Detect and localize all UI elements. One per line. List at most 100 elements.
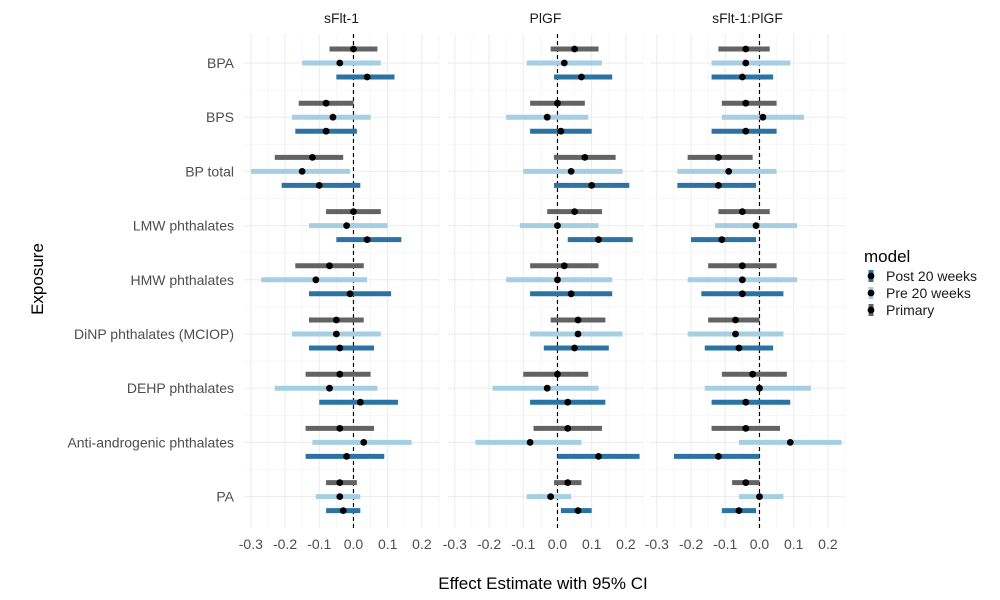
- point-estimate-post-20-weeks: [315, 182, 323, 189]
- x-tick-label: 0.0: [750, 536, 770, 552]
- x-tick-label: -0.3: [239, 536, 263, 552]
- point-estimate-post-20-weeks: [571, 344, 578, 352]
- x-tick-label: 0.2: [412, 536, 432, 552]
- x-tick-label: -0.1: [307, 536, 331, 552]
- point-estimate-post-20-weeks: [578, 73, 585, 81]
- point-estimate-pre-20-weeks: [326, 384, 333, 392]
- point-estimate-primary: [738, 262, 746, 270]
- point-estimate-pre-20-weeks: [752, 222, 760, 230]
- point-estimate-primary: [326, 262, 333, 270]
- point-estimate-primary: [581, 154, 589, 161]
- legend-key-point-primary: [867, 306, 875, 314]
- x-tick-label: 0.1: [378, 536, 398, 552]
- point-estimate-pre-20-weeks: [526, 439, 534, 446]
- point-estimate-pre-20-weeks: [336, 59, 344, 67]
- point-estimate-primary: [560, 262, 568, 270]
- y-tick-label-bpa: BPA: [207, 55, 235, 71]
- point-estimate-primary: [564, 425, 572, 432]
- point-estimate-pre-20-weeks: [329, 113, 337, 121]
- point-estimate-pre-20-weeks: [360, 439, 368, 446]
- point-estimate-post-20-weeks: [343, 453, 351, 460]
- y-tick-label-anti-androgenic-phthalates: Anti-androgenic phthalates: [67, 434, 234, 450]
- y-tick-label-bps: BPS: [206, 109, 234, 125]
- point-estimate-post-20-weeks: [588, 182, 596, 189]
- point-estimate-pre-20-weeks: [298, 168, 306, 175]
- point-estimate-pre-20-weeks: [786, 439, 794, 446]
- point-estimate-primary: [742, 99, 750, 107]
- point-estimate-primary: [715, 154, 722, 161]
- legend-label-primary: Primary: [886, 302, 934, 318]
- point-estimate-post-20-weeks: [574, 507, 582, 514]
- point-estimate-pre-20-weeks: [567, 168, 575, 175]
- x-tick-labels: -0.3 -0.2 -0.1 0.0 0.1 0.2 -0.3 -0.2 -0.1 0.0 0.1 0…: [239, 536, 838, 552]
- point-estimate-post-20-weeks: [742, 127, 750, 135]
- point-estimate-pre-20-weeks: [560, 59, 568, 67]
- point-estimate-pre-20-weeks: [742, 59, 750, 67]
- facet-label-plgf: PlGF: [530, 10, 562, 26]
- point-estimate-primary: [564, 479, 572, 486]
- legend-label-post-20-weeks: Post 20 weeks: [886, 268, 977, 284]
- point-estimate-post-20-weeks: [557, 127, 565, 135]
- x-tick-label: -0.2: [273, 536, 297, 552]
- point-estimate-post-20-weeks: [742, 398, 750, 406]
- legend-key-point-post-20-weeks: [867, 272, 875, 280]
- point-estimate-post-20-weeks: [595, 453, 602, 460]
- y-tick-label-dehp-phthalates: DEHP phthalates: [127, 380, 234, 396]
- legend-key-point-pre-20-weeks: [867, 289, 875, 297]
- point-estimate-primary: [336, 425, 344, 432]
- point-estimate-post-20-weeks: [336, 344, 344, 352]
- point-estimate-post-20-weeks: [356, 398, 364, 406]
- point-estimate-pre-20-weeks: [343, 222, 351, 230]
- point-estimate-pre-20-weeks: [547, 493, 555, 500]
- point-estimate-post-20-weeks: [567, 290, 575, 298]
- x-tick-label: 0.1: [784, 536, 804, 552]
- y-tick-label-hmw-phthalates: HMW phthalates: [131, 272, 234, 288]
- point-estimate-primary: [742, 479, 750, 486]
- x-tick-label: 0.2: [818, 536, 838, 552]
- point-estimate-pre-20-weeks: [756, 493, 763, 500]
- point-estimate-pre-20-weeks: [738, 276, 746, 284]
- point-estimate-primary: [742, 45, 750, 53]
- y-tick-label-dinp-phthalates-mciop: DiNP phthalates (MCIOP): [74, 326, 234, 342]
- x-tick-label: -0.2: [477, 536, 501, 552]
- point-estimate-primary: [738, 208, 746, 216]
- x-tick-label: -0.3: [443, 536, 467, 552]
- point-estimate-primary: [571, 45, 578, 53]
- point-estimate-post-20-weeks: [738, 73, 746, 81]
- point-estimate-primary: [742, 425, 750, 432]
- point-estimate-primary: [749, 370, 757, 378]
- point-estimate-post-20-weeks: [595, 236, 602, 244]
- point-estimate-primary: [732, 316, 739, 324]
- y-tick-label-pa: PA: [216, 489, 234, 505]
- point-estimate-pre-20-weeks: [543, 113, 551, 121]
- x-tick-label: 0.1: [582, 536, 602, 552]
- point-estimate-pre-20-weeks: [574, 330, 582, 338]
- x-tick-label: -0.1: [511, 536, 535, 552]
- point-estimate-primary: [350, 45, 357, 53]
- point-estimate-primary: [554, 99, 561, 107]
- point-estimate-primary: [336, 370, 344, 378]
- point-estimates: [298, 45, 794, 514]
- y-tick-labels: BPA BPS BP total LMW phthalates HMW phthalat…: [67, 55, 234, 505]
- point-estimate-post-20-weeks: [346, 290, 354, 298]
- x-tick-label: -0.1: [713, 536, 737, 552]
- point-estimate-post-20-weeks: [363, 236, 371, 244]
- point-estimate-post-20-weeks: [715, 182, 722, 189]
- legend-title: model: [864, 247, 910, 266]
- point-estimate-primary: [322, 99, 330, 107]
- legend-label-pre-20-weeks: Pre 20 weeks: [886, 285, 971, 301]
- point-estimate-post-20-weeks: [715, 453, 722, 460]
- point-estimate-post-20-weeks: [738, 290, 746, 298]
- x-tick-label: 0.2: [616, 536, 636, 552]
- point-estimate-pre-20-weeks: [312, 276, 320, 284]
- point-estimate-pre-20-weeks: [554, 276, 561, 284]
- y-axis-title: Exposure: [28, 243, 47, 315]
- y-tick-label-lmw-phthalates: LMW phthalates: [133, 218, 234, 234]
- point-estimate-post-20-weeks: [735, 507, 743, 514]
- facet-label-sflt-1: sFlt-1: [324, 10, 359, 26]
- point-estimate-pre-20-weeks: [756, 384, 763, 392]
- point-estimate-primary: [574, 316, 582, 324]
